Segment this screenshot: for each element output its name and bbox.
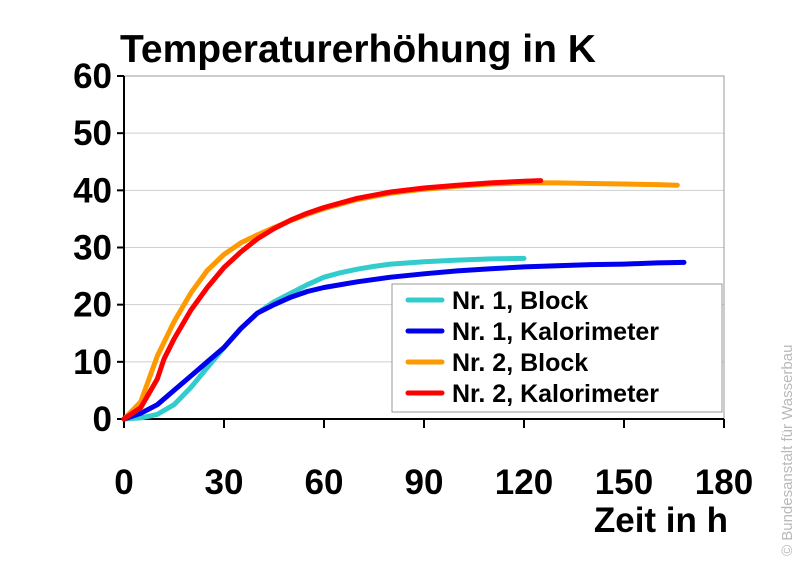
y-tick-label: 20	[73, 286, 112, 325]
x-tick-label: 30	[205, 463, 244, 502]
legend-label: Nr. 1, Block	[452, 287, 588, 315]
x-tick-label: 120	[495, 463, 553, 502]
y-tick-label: 60	[73, 57, 112, 96]
chart-title: Temperaturerhöhung in K	[120, 28, 596, 71]
legend: Nr. 1, Block Nr. 1, Kalorimeter Nr. 2, Blo…	[391, 283, 723, 413]
legend-label: Nr. 1, Kalorimeter	[452, 318, 659, 346]
y-tick-label: 30	[73, 229, 112, 268]
x-tick-label: 150	[595, 463, 653, 502]
y-tick-label: 10	[73, 343, 112, 382]
series-line-4	[121, 178, 544, 422]
x-tick-label: 0	[114, 463, 133, 502]
legend-label: Nr. 2, Kalorimeter	[452, 380, 659, 408]
series-layer	[121, 178, 687, 422]
x-tick-label: 60	[305, 463, 344, 502]
x-axis: 0 30 60 90 120 150 180	[114, 418, 753, 502]
y-tick-label: 40	[73, 171, 112, 210]
legend-box	[391, 283, 723, 413]
series-line-1	[121, 255, 527, 422]
series-line-2	[121, 259, 687, 422]
y-axis: 0 10 20 30 40 50 60	[73, 57, 125, 439]
x-tick-label: 90	[405, 463, 444, 502]
x-tick-label: 180	[695, 463, 753, 502]
x-axis-label: Zeit in h	[594, 501, 728, 540]
copyright-credit: © Bundesanstalt für Wasserbau	[779, 345, 796, 556]
y-tick-label: 50	[73, 114, 112, 153]
y-tick-label: 0	[93, 400, 112, 439]
legend-label: Nr. 2, Block	[452, 349, 588, 377]
